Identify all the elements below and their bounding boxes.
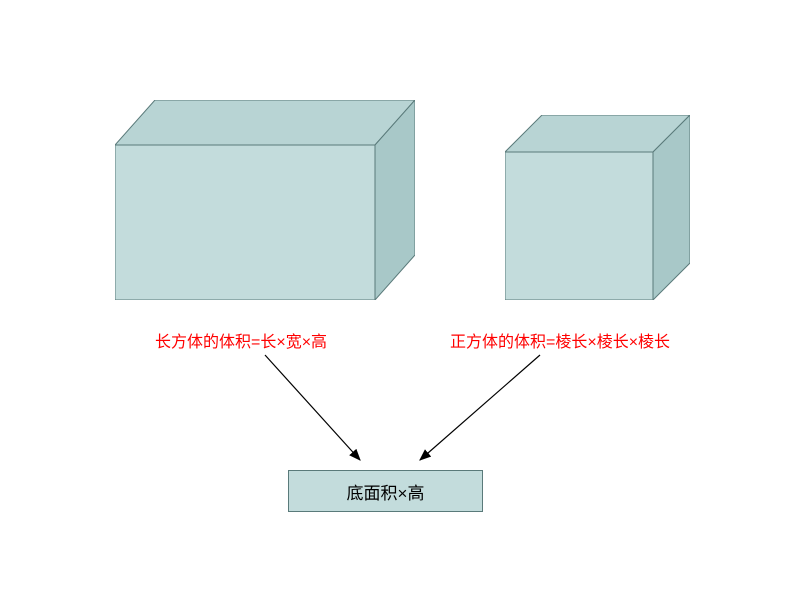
cuboid-formula-label: 长方体的体积=长×宽×高 — [155, 328, 327, 352]
cube-formula-label: 正方体的体积=棱长×棱长×棱长 — [450, 328, 670, 352]
result-text: 底面积×高 — [347, 479, 425, 504]
cuboid-shape — [115, 100, 415, 300]
cube-shape — [505, 115, 690, 300]
result-box: 底面积×高 — [288, 470, 483, 512]
